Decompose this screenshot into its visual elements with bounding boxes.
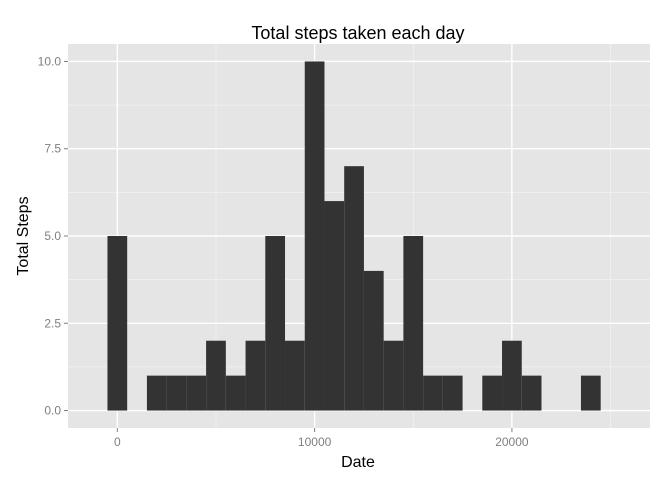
histogram-bar — [186, 375, 207, 411]
histogram-bar — [442, 375, 463, 411]
histogram-bar — [482, 375, 503, 411]
y-tick-label: 7.5 — [44, 142, 61, 156]
histogram-bar — [363, 270, 384, 411]
y-tick-label: 5.0 — [44, 229, 61, 243]
histogram-bar — [225, 375, 246, 411]
x-axis-label: Date — [341, 454, 375, 471]
histogram-bar — [304, 61, 325, 411]
y-tick-label: 10.0 — [38, 54, 62, 68]
histogram-bar — [423, 375, 443, 411]
histogram-bar — [166, 375, 187, 411]
histogram-bar — [344, 166, 364, 411]
bars — [107, 61, 601, 411]
y-axis-label: Total Steps — [15, 196, 32, 275]
y-tick-label: 2.5 — [44, 316, 61, 330]
histogram-bar — [146, 375, 167, 411]
x-tick-label: 10000 — [298, 435, 332, 449]
y-axis-tick-labels: 0.0 2.5 5.0 7.5 10.0 — [38, 54, 62, 417]
histogram-bar — [265, 236, 286, 411]
histogram-bar — [285, 340, 305, 411]
histogram-bar — [521, 375, 542, 411]
x-tick-label: 20000 — [495, 435, 529, 449]
histogram-bar — [245, 340, 266, 411]
x-tick-label: 0 — [114, 435, 121, 449]
histogram-bar — [502, 340, 522, 411]
histogram-bar — [580, 375, 601, 411]
x-axis-tick-labels: 0 10000 20000 — [114, 435, 529, 449]
chart-title: Total steps taken each day — [251, 23, 464, 43]
axis-ticks — [64, 60, 513, 432]
histogram-bar — [206, 340, 226, 411]
histogram-bar — [107, 236, 128, 411]
histogram-bar — [403, 236, 424, 411]
histogram-bar — [383, 340, 404, 411]
histogram-bar — [324, 201, 345, 411]
y-tick-label: 0.0 — [44, 404, 61, 418]
